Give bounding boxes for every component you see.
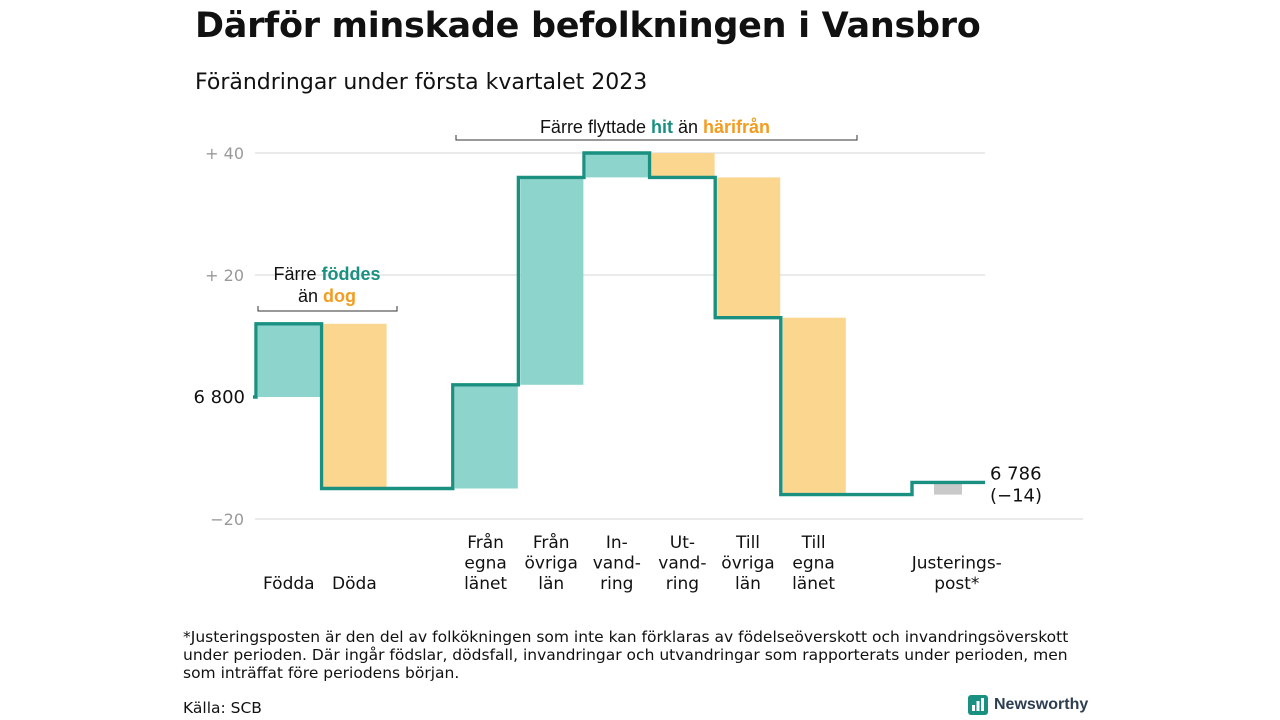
category-label: Födda <box>263 574 315 594</box>
annotation-births-line1: Färre föddes <box>273 264 380 284</box>
category-label: post* <box>934 574 979 594</box>
category-label: egna <box>792 554 834 574</box>
annotation-span: än <box>673 117 703 137</box>
annotation-bracket <box>455 135 858 141</box>
start-value-label: 6 800 <box>193 387 245 408</box>
annotation-span: Färre <box>273 264 321 284</box>
category-label: ring <box>600 574 633 594</box>
category-label: Till <box>735 533 760 553</box>
annotation-span: hit <box>651 117 673 137</box>
annotation-bracket <box>257 306 398 312</box>
waterfall-bar <box>934 482 962 495</box>
end-value-label: 6 786 <box>990 463 1042 484</box>
annotation-span: härifrån <box>703 117 770 137</box>
category-label: vand- <box>593 554 641 574</box>
annotation-migration: Färre flyttade hit än härifrån <box>540 117 770 137</box>
chart-subtitle: Förändringar under första kvartalet 2023 <box>195 70 648 95</box>
category-label: vand- <box>658 554 706 574</box>
cumulative-line <box>253 151 985 497</box>
waterfall-bar <box>454 384 518 489</box>
source-text: Källa: SCB <box>183 699 262 717</box>
annotation-span: än <box>298 286 323 306</box>
category-label: övriga <box>721 554 774 574</box>
y-tick-label: + 40 <box>205 144 244 163</box>
y-tick-label: + 20 <box>205 266 244 285</box>
chart-title: Därför minskade befolkningen i Vansbro <box>195 6 981 46</box>
waterfall-bar <box>782 317 846 495</box>
annotation-span: dog <box>323 286 356 306</box>
annotation-span: Färre flyttade <box>540 117 651 137</box>
category-label: Justerings- <box>911 554 1002 574</box>
category-label: länet <box>464 574 507 594</box>
waterfall-bar <box>258 323 321 397</box>
newsworthy-icon <box>968 695 988 715</box>
category-label: Ut- <box>670 533 695 553</box>
category-label: län <box>735 574 761 594</box>
waterfall-bar <box>520 177 584 385</box>
waterfall-bar <box>651 153 715 178</box>
annotation-births-line2: än dog <box>298 286 356 306</box>
y-tick-label: −20 <box>210 510 244 529</box>
category-label: Till <box>801 533 826 553</box>
category-label: länet <box>792 574 835 594</box>
waterfall-bar <box>717 177 781 318</box>
category-label: ring <box>666 574 699 594</box>
annotation-span: föddes <box>322 264 381 284</box>
waterfall-bar <box>323 323 387 489</box>
end-change-label: (−14) <box>990 485 1042 506</box>
category-label: In- <box>606 533 628 553</box>
category-label: Från <box>533 532 570 553</box>
waterfall-bar <box>586 153 649 178</box>
category-label: egna <box>464 554 506 574</box>
category-label: län <box>538 574 564 594</box>
category-label: Döda <box>332 574 377 594</box>
category-label: övriga <box>525 554 578 574</box>
newsworthy-logo[interactable]: Newsworthy <box>968 695 1088 715</box>
footnote: *Justeringsposten är den del av folkökni… <box>183 628 1069 682</box>
brand-name: Newsworthy <box>994 696 1089 713</box>
category-label: Från <box>467 532 504 553</box>
